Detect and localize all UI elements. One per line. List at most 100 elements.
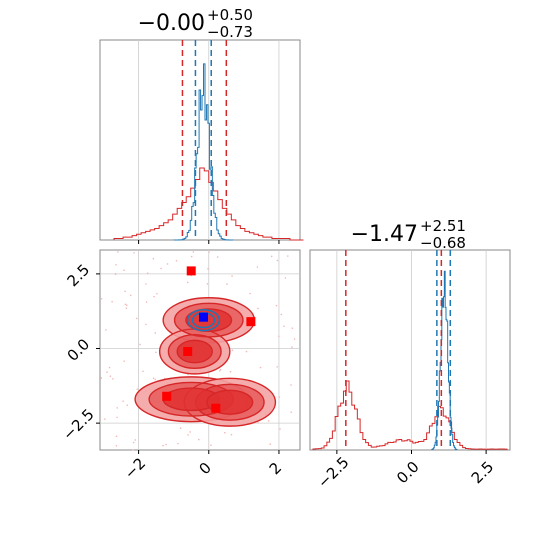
- scatter-point: [115, 263, 117, 266]
- scatter-point: [192, 251, 195, 253]
- scatter-point: [290, 411, 292, 413]
- scatter-point: [114, 272, 117, 275]
- title-param2-plus: +2.51: [420, 217, 466, 235]
- scatter-point: [229, 370, 232, 373]
- scatter-point: [105, 329, 107, 331]
- scatter-point: [276, 366, 278, 368]
- title-param1-minus: −0.73: [207, 23, 253, 41]
- blue-contour-0: [186, 308, 221, 332]
- scatter-point: [189, 431, 191, 433]
- hist2-red-series: [312, 380, 508, 450]
- scatter-point: [106, 371, 108, 374]
- x1-tick-label: −2: [121, 454, 149, 482]
- scatter-point: [109, 375, 112, 377]
- scatter-point: [216, 256, 219, 258]
- scatter-point: [154, 378, 157, 381]
- scatter-point: [291, 327, 294, 329]
- scatter-point: [280, 313, 283, 316]
- red-square-marker: [183, 346, 193, 356]
- scatter-point: [230, 433, 233, 436]
- scatter-point: [190, 255, 193, 258]
- red-square-marker: [162, 391, 172, 401]
- contour-level-2-blob-1: [176, 339, 213, 364]
- scatter-point: [156, 292, 158, 295]
- scatter-point: [278, 396, 281, 398]
- scatter-point: [231, 349, 234, 352]
- scatter-point: [206, 283, 209, 285]
- scatter-point: [293, 338, 296, 340]
- scatter-point: [132, 449, 134, 451]
- scatter-point: [278, 335, 280, 338]
- scatter-point: [290, 384, 292, 386]
- scatter-point: [208, 251, 210, 253]
- scatter-point: [122, 400, 124, 403]
- scatter-point: [279, 428, 281, 430]
- red-square-marker: [186, 266, 196, 276]
- scatter-point: [256, 266, 259, 268]
- scatter-point: [126, 404, 129, 407]
- y2-tick-label: −2.5: [59, 405, 97, 443]
- scatter-point: [136, 388, 139, 390]
- scatter-point: [134, 439, 137, 441]
- scatter-point: [224, 431, 226, 434]
- scatter-point: [146, 272, 149, 274]
- scatter-point: [152, 257, 155, 260]
- title-param2-median: −1.47: [351, 222, 418, 247]
- scatter-point: [160, 267, 162, 270]
- contour-panel: [99, 249, 301, 451]
- scatter-point: [257, 307, 259, 310]
- scatter-point: [154, 332, 157, 334]
- scatter-point: [152, 377, 155, 379]
- hist1-red-series: [113, 167, 304, 241]
- scatter-point: [108, 366, 111, 369]
- scatter-point: [291, 346, 293, 348]
- scatter-point: [187, 434, 189, 436]
- x1-tick-label: 0: [195, 459, 214, 478]
- scatter-point: [245, 350, 248, 353]
- scatter-point: [153, 295, 155, 298]
- scatter-point: [145, 323, 147, 326]
- scatter-point: [175, 260, 178, 262]
- scatter-point: [132, 441, 135, 444]
- red-square-marker: [211, 403, 221, 413]
- scatter-point: [129, 294, 132, 297]
- scatter-point: [219, 368, 222, 371]
- scatter-point: [249, 292, 251, 295]
- scatter-point: [179, 427, 182, 429]
- scatter-point: [123, 360, 125, 362]
- scatter-point: [123, 269, 125, 272]
- scatter-point: [124, 303, 127, 306]
- scatter-point: [145, 301, 148, 303]
- blue-square-marker: [199, 312, 209, 322]
- scatter-point: [142, 370, 144, 373]
- scatter-point: [115, 435, 118, 438]
- x2-tick-label: 2.5: [468, 458, 498, 488]
- scatter-point: [276, 259, 279, 262]
- scatter-point: [166, 263, 169, 265]
- scatter-point: [116, 407, 119, 409]
- scatter-point: [283, 325, 285, 327]
- scatter-point: [133, 252, 135, 254]
- scatter-point: [226, 283, 228, 285]
- scatter-point: [125, 307, 128, 310]
- title-param1-plus: +0.50: [207, 6, 253, 24]
- scatter-point: [104, 418, 106, 420]
- y2-tick-label: 0.0: [64, 335, 94, 365]
- scatter-point: [207, 267, 209, 270]
- scatter-point: [269, 443, 272, 446]
- title-param2: −1.47 +2.51 −0.68: [351, 217, 466, 252]
- scatter-point: [287, 255, 289, 257]
- scatter-point: [126, 304, 128, 307]
- scatter-point: [198, 438, 200, 441]
- title-param1: −0.00 +0.50 −0.73: [138, 6, 253, 41]
- panel1-frame: [99, 39, 301, 241]
- scatter-point: [210, 444, 212, 446]
- scatter-point: [284, 277, 287, 279]
- scatter-point: [112, 378, 114, 380]
- hist-panel-param2: [309, 249, 511, 451]
- x2-tick-label: −2.5: [314, 453, 352, 491]
- scatter-point: [231, 275, 233, 277]
- scatter-point: [275, 304, 278, 307]
